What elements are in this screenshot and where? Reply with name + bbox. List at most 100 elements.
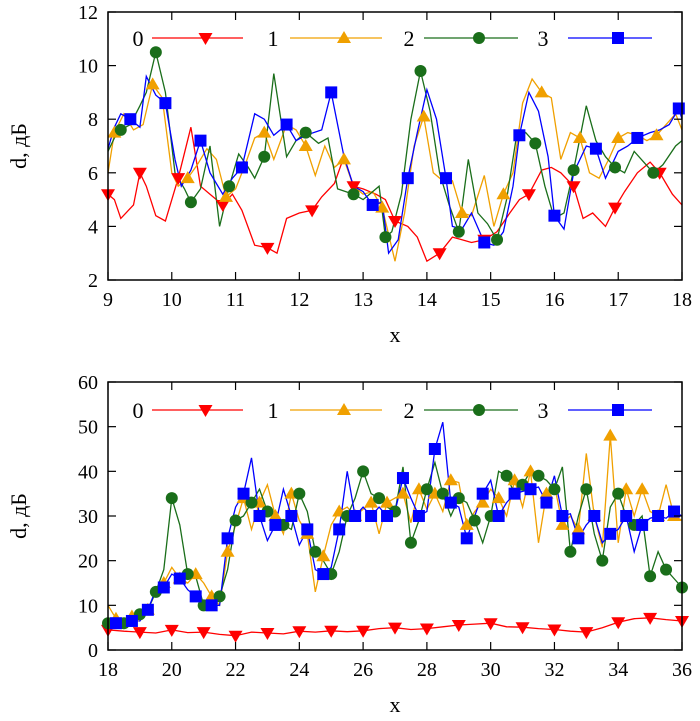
series-2-point [500, 469, 513, 482]
x-axis-label: x [390, 692, 401, 716]
series-3-point [412, 510, 425, 522]
series-2-point [299, 126, 312, 139]
series-1-point [454, 206, 469, 218]
series-3-point [478, 236, 491, 249]
series-3-point [205, 599, 218, 612]
x-tick-label: 36 [672, 659, 692, 681]
series-2-point [414, 64, 427, 77]
series-2-point [420, 483, 433, 496]
series-2-point [258, 150, 271, 163]
series-2-point [564, 545, 577, 558]
series-2-point [644, 570, 657, 583]
series-3-point [194, 134, 207, 147]
series-1-point [395, 486, 410, 499]
legend-label-1: 1 [268, 26, 279, 51]
series-0-point [171, 173, 186, 186]
series-2-point [114, 123, 127, 136]
series-3-point [636, 518, 649, 531]
series-1-point [268, 509, 283, 521]
x-tick-label: 12 [289, 289, 309, 311]
y-tick-label: 8 [88, 109, 98, 131]
series-1-point [611, 130, 626, 143]
series-3-point [325, 86, 338, 99]
series-1-point [375, 200, 390, 213]
legend-marker-3 [612, 32, 624, 44]
series-0-line [107, 127, 683, 263]
series-3-point [460, 532, 473, 545]
series-1-point [475, 495, 490, 508]
series-2-point [379, 231, 392, 244]
series-3-point [401, 172, 414, 185]
legend-marker-2 [473, 32, 485, 44]
series-1-point [496, 187, 511, 200]
series-3-point [173, 572, 186, 585]
series-0-point [611, 617, 626, 630]
x-tick-label: 16 [544, 289, 564, 311]
series-2-point [596, 554, 609, 567]
series-3-point [572, 532, 585, 545]
series-1-point [220, 544, 235, 557]
x-tick-label: 13 [353, 289, 373, 311]
series-3-point [125, 614, 138, 627]
series-1-markers [107, 77, 664, 218]
series-1-point [635, 482, 650, 495]
series-3-point [631, 131, 644, 144]
series-0-point [547, 624, 562, 637]
y-tick-label: 6 [88, 163, 98, 185]
series-0-point [132, 627, 147, 640]
series-0-point [132, 167, 147, 180]
series-2-point [468, 514, 481, 527]
y-tick-label: 12 [78, 2, 98, 24]
series-3-point [492, 510, 505, 522]
series-3-point [280, 118, 293, 131]
series-3-point [476, 487, 489, 500]
series-0-point [305, 205, 320, 218]
series-2-point [452, 225, 465, 238]
x-tick-label: 9 [103, 289, 113, 311]
series-3-point [381, 510, 394, 522]
series-2-point [404, 536, 417, 549]
series-0-point [346, 181, 361, 194]
series-2-point [647, 166, 660, 179]
series-3-point [548, 209, 561, 222]
legend-label-1: 1 [268, 398, 279, 423]
series-1-point [571, 522, 586, 535]
y-tick-label: 4 [88, 216, 98, 238]
y-tick-label: 40 [78, 461, 98, 483]
y-axis-label: d, дБ [6, 123, 31, 169]
x-tick-label: 32 [544, 659, 564, 681]
series-0-point [260, 628, 275, 641]
x-tick-label: 20 [162, 659, 182, 681]
series-1-point [145, 77, 160, 90]
series-1-point [218, 189, 233, 202]
legend: 0 1 2 3 [133, 398, 652, 423]
legend: 0 1 2 3 [133, 26, 652, 51]
series-3-point [588, 510, 601, 522]
series-2-point [491, 233, 504, 246]
series-3-point [285, 510, 298, 522]
y-tick-label: 0 [88, 640, 98, 662]
series-2-point [532, 469, 545, 482]
series-0-point [643, 612, 658, 625]
series-2-point [373, 492, 386, 505]
series-0-point [356, 625, 371, 638]
series-3-point [157, 581, 170, 594]
series-3-point [620, 510, 633, 522]
x-tick-label: 18 [98, 659, 118, 681]
x-tick-label: 30 [481, 659, 501, 681]
y-tick-label: 20 [78, 551, 98, 573]
series-3-point [124, 113, 137, 126]
series-3-point [444, 496, 457, 509]
series-1-point [364, 495, 379, 508]
y-tick-label: 50 [78, 417, 98, 439]
x-tick-label: 24 [289, 659, 309, 681]
series-2-point [612, 487, 625, 500]
series-1-point [380, 495, 395, 508]
series-3-point [540, 496, 553, 509]
series-3-point [189, 590, 202, 603]
x-tick-label: 26 [353, 659, 373, 681]
legend-label-2: 2 [404, 398, 415, 423]
